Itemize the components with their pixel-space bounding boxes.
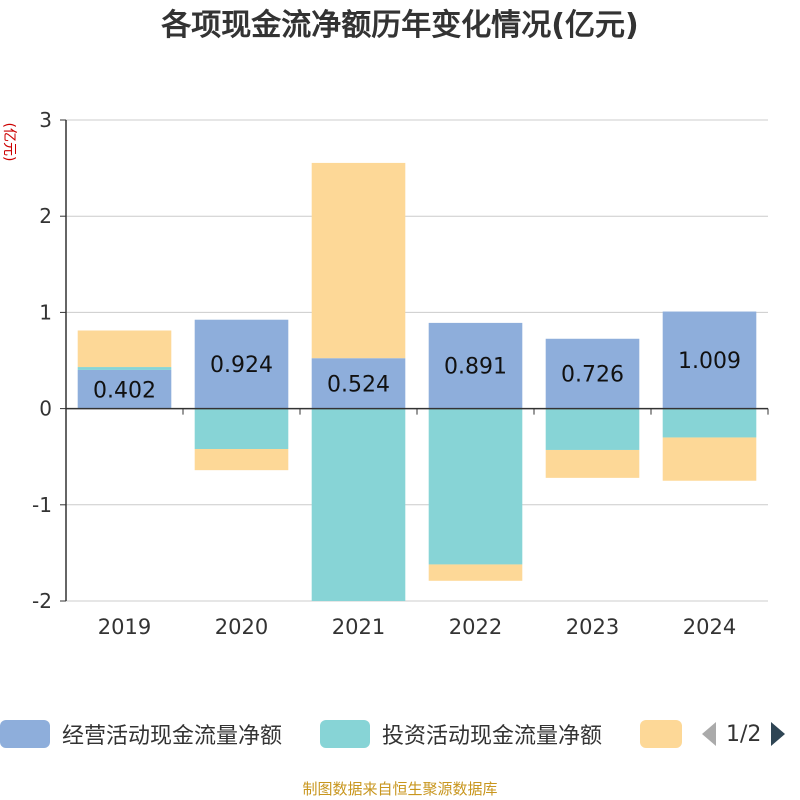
bar-2020-series-2 — [194, 449, 289, 471]
bar-2020-series-1 — [194, 408, 289, 450]
data-labels: 0.402 0.924 0.524 0.891 0.726 1.009 — [93, 349, 741, 403]
bar-2024-series-2 — [662, 437, 757, 481]
legend-label-operating: 经营活动现金流量净额 — [62, 724, 283, 749]
bar-2023-series-2 — [545, 449, 640, 478]
bar-2022-series-0 — [428, 322, 523, 409]
y-tick-label: 3 — [39, 108, 52, 132]
data-label-2023: 0.726 — [561, 363, 624, 388]
y-tick-label: 1 — [39, 300, 52, 324]
data-source-note: 制图数据来自恒生聚源数据库 — [302, 780, 498, 798]
bar-2022-series-2 — [428, 564, 523, 581]
data-label-2022: 0.891 — [444, 355, 507, 380]
y-tick-label: 0 — [39, 397, 52, 421]
bar-2022-series-1 — [428, 408, 523, 565]
bar-2023-series-0 — [545, 338, 640, 409]
legend-swatch-investing — [320, 720, 370, 748]
y-tick-label: -1 — [32, 493, 52, 517]
legend-swatch-operating — [0, 720, 50, 748]
bar-2019-series-1 — [77, 367, 172, 370]
legend-swatch-third — [640, 720, 682, 748]
bar-2019-series-2 — [77, 330, 172, 368]
y-tick-label: 2 — [39, 204, 52, 228]
legend: 经营活动现金流量净额 投资活动现金流量净额 — [0, 716, 800, 752]
triangle-right-icon[interactable] — [769, 720, 787, 748]
axes: -2 -1 0 1 2 3 2019 2020 2021 2022 2023 2024 — [32, 108, 769, 639]
bar-2021-series-0 — [311, 358, 406, 409]
x-tick-label-2023: 2023 — [566, 615, 619, 639]
legend-item-third[interactable] — [640, 716, 694, 752]
data-label-2024: 1.009 — [678, 349, 741, 374]
x-tick-label-2024: 2024 — [683, 615, 736, 639]
bar-2019-series-0 — [77, 369, 172, 409]
legend-item-operating[interactable]: 经营活动现金流量净额 — [0, 716, 282, 752]
data-label-2019: 0.402 — [93, 378, 156, 403]
triangle-left-icon[interactable] — [700, 720, 718, 748]
bar-2021-series-1 — [311, 408, 406, 601]
legend-pager: 1/2 — [700, 716, 787, 752]
x-tick-label-2020: 2020 — [215, 615, 268, 639]
bars — [77, 162, 757, 601]
x-tick-label-2021: 2021 — [332, 615, 385, 639]
y-tick-label: -2 — [32, 589, 52, 613]
bar-2024-series-0 — [662, 311, 757, 409]
data-label-2021: 0.524 — [327, 372, 390, 397]
x-tick-label-2019: 2019 — [98, 615, 151, 639]
legend-item-investing[interactable]: 投资活动现金流量净额 — [320, 716, 602, 752]
legend-label-investing: 投资活动现金流量净额 — [382, 724, 603, 749]
x-tick-label-2022: 2022 — [449, 615, 502, 639]
bar-2021-series-2 — [311, 162, 406, 359]
grid-lines — [66, 119, 768, 602]
chart-title: 各项现金流净额历年变化情况(亿元) — [161, 8, 639, 43]
bar-2023-series-1 — [545, 408, 640, 450]
legend-page-indicator: 1/2 — [726, 721, 762, 747]
data-label-2020: 0.924 — [210, 353, 273, 378]
bar-2020-series-0 — [194, 319, 289, 409]
bar-2024-series-1 — [662, 408, 757, 438]
